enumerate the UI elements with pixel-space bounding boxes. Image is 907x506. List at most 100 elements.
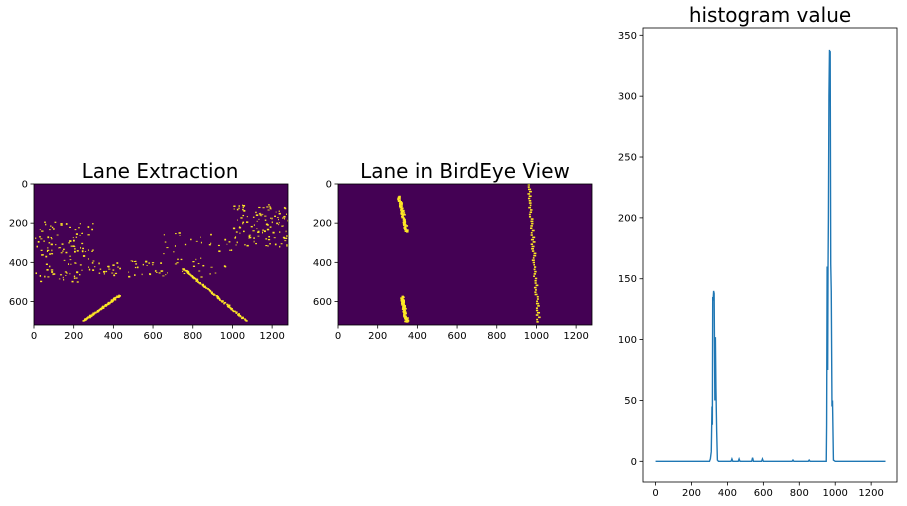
lane-extraction-noise-pixel bbox=[75, 262, 77, 264]
lane-extraction-noise-pixel bbox=[246, 216, 248, 218]
lane-extraction-noise-pixel bbox=[282, 217, 284, 219]
lane-extraction-x-tick-label: 800 bbox=[183, 331, 202, 342]
birdeye-lane-pixel bbox=[402, 213, 406, 216]
lane-extraction-noise-pixel bbox=[256, 220, 258, 223]
lane-extraction-noise-pixel bbox=[64, 271, 67, 273]
lane-extraction-noise-pixel bbox=[113, 274, 116, 277]
lane-extraction-lane-pixel bbox=[226, 305, 230, 307]
lane-extraction-x-ticks: 0 200 400 600 800 1000 1200 bbox=[31, 325, 285, 342]
lane-extraction-noise-pixel bbox=[163, 234, 165, 236]
lane-extraction-panel: Lane Extraction 0 200 400 600 800 1000 1200 0 2… bbox=[9, 159, 289, 342]
birdeye-lane-pixel bbox=[528, 206, 532, 209]
lane-extraction-noise-pixel bbox=[200, 276, 203, 278]
lane-extraction-noise-pixel bbox=[276, 217, 279, 219]
histogram-y-ticks: 0 50 100 150 200 250 300 350 bbox=[618, 31, 643, 468]
birdeye-y-tick-label: 200 bbox=[313, 219, 332, 230]
lane-extraction-lane-pixel bbox=[210, 291, 213, 294]
lane-extraction-lane-pixel bbox=[182, 268, 185, 270]
lane-extraction-noise-pixel bbox=[195, 240, 198, 242]
lane-extraction-lane-pixel bbox=[117, 295, 121, 298]
lane-extraction-noise-pixel bbox=[179, 234, 181, 236]
lane-extraction-noise-pixel bbox=[285, 230, 287, 233]
birdeye-lane-pixel bbox=[404, 317, 407, 320]
lane-extraction-noise-pixel bbox=[240, 217, 243, 219]
lane-extraction-noise-pixel bbox=[248, 237, 250, 238]
histogram-x-tick-label: 600 bbox=[754, 488, 773, 499]
birdeye-lane-pixel bbox=[530, 234, 533, 236]
lane-extraction-noise-pixel bbox=[264, 219, 267, 221]
lane-extraction-noise-pixel bbox=[278, 223, 280, 226]
lane-extraction-noise-pixel bbox=[243, 230, 245, 233]
lane-extraction-noise-pixel bbox=[202, 264, 205, 267]
lane-extraction-noise-pixel bbox=[258, 206, 261, 209]
lane-extraction-noise-pixel bbox=[242, 204, 243, 207]
lane-extraction-marks bbox=[35, 204, 289, 322]
birdeye-lane-pixel bbox=[401, 216, 405, 219]
lane-extraction-noise-pixel bbox=[135, 263, 138, 265]
birdeye-lane-pixel bbox=[538, 316, 541, 319]
lane-extraction-noise-pixel bbox=[263, 207, 265, 209]
lane-extraction-noise-pixel bbox=[35, 237, 37, 239]
lane-extraction-noise-pixel bbox=[274, 216, 276, 217]
lane-extraction-noise-pixel bbox=[233, 205, 236, 207]
lane-extraction-noise-pixel bbox=[52, 273, 54, 276]
lane-extraction-lane-pixel bbox=[206, 288, 210, 290]
lane-extraction-noise-pixel bbox=[269, 243, 271, 245]
lane-extraction-noise-pixel bbox=[117, 266, 119, 268]
lane-extraction-lane-pixel bbox=[210, 292, 213, 295]
lane-extraction-noise-pixel bbox=[51, 271, 54, 273]
lane-extraction-noise-pixel bbox=[88, 266, 90, 268]
birdeye-lane-pixel bbox=[530, 220, 534, 223]
birdeye-lane-pixel bbox=[532, 261, 536, 264]
lane-extraction-noise-pixel bbox=[224, 238, 227, 241]
lane-extraction-noise-pixel bbox=[92, 260, 95, 262]
lane-extraction-noise-pixel bbox=[91, 262, 94, 264]
lane-extraction-noise-pixel bbox=[103, 273, 105, 275]
lane-extraction-noise-pixel bbox=[272, 231, 275, 234]
lane-extraction-lane-pixel bbox=[195, 278, 199, 281]
lane-extraction-noise-pixel bbox=[112, 269, 115, 271]
lane-extraction-lane-pixel bbox=[191, 276, 195, 279]
birdeye-lane-pixel bbox=[406, 319, 410, 321]
lane-extraction-noise-pixel bbox=[43, 240, 45, 242]
lane-extraction-noise-pixel bbox=[210, 242, 212, 245]
lane-extraction-noise-pixel bbox=[267, 204, 270, 206]
lane-extraction-noise-pixel bbox=[107, 265, 110, 268]
lane-extraction-x-tick-label: 0 bbox=[31, 331, 37, 342]
lane-extraction-noise-pixel bbox=[230, 249, 233, 251]
birdeye-lane-pixel bbox=[528, 190, 532, 193]
lane-extraction-noise-pixel bbox=[165, 274, 167, 276]
histogram-y-tick-label: 250 bbox=[618, 153, 637, 164]
lane-extraction-noise-pixel bbox=[175, 233, 177, 235]
birdeye-x-tick-label: 200 bbox=[368, 331, 387, 342]
lane-extraction-noise-pixel bbox=[279, 245, 281, 248]
lane-extraction-noise-pixel bbox=[119, 267, 121, 270]
birdeye-lane-pixel bbox=[403, 312, 406, 314]
lane-extraction-noise-pixel bbox=[242, 214, 245, 217]
lane-extraction-noise-pixel bbox=[184, 243, 187, 246]
lane-extraction-noise-pixel bbox=[198, 270, 201, 272]
lane-extraction-noise-pixel bbox=[59, 274, 63, 276]
birdeye-lane-pixel bbox=[535, 302, 540, 305]
lane-extraction-noise-pixel bbox=[79, 223, 81, 225]
lane-extraction-noise-pixel bbox=[183, 273, 186, 275]
lane-extraction-noise-pixel bbox=[70, 263, 72, 266]
lane-extraction-noise-pixel bbox=[59, 247, 61, 248]
lane-extraction-noise-pixel bbox=[285, 237, 288, 239]
lane-extraction-noise-pixel bbox=[111, 272, 114, 274]
lane-extraction-x-tick-label: 600 bbox=[144, 331, 163, 342]
lane-extraction-noise-pixel bbox=[81, 250, 84, 253]
lane-extraction-noise-pixel bbox=[286, 244, 289, 247]
lane-extraction-noise-pixel bbox=[82, 255, 86, 257]
birdeye-lane-pixel bbox=[529, 211, 533, 214]
lane-extraction-noise-pixel bbox=[47, 236, 50, 239]
birdeye-x-tick-label: 800 bbox=[487, 331, 506, 342]
lane-extraction-noise-pixel bbox=[49, 265, 51, 268]
lane-extraction-noise-pixel bbox=[73, 275, 76, 278]
lane-extraction-noise-pixel bbox=[53, 273, 56, 275]
lane-extraction-noise-pixel bbox=[281, 225, 284, 227]
lane-extraction-noise-pixel bbox=[268, 236, 271, 238]
lane-extraction-noise-pixel bbox=[53, 228, 55, 230]
birdeye-lane-pixel bbox=[532, 241, 536, 243]
lane-extraction-noise-pixel bbox=[78, 227, 80, 229]
